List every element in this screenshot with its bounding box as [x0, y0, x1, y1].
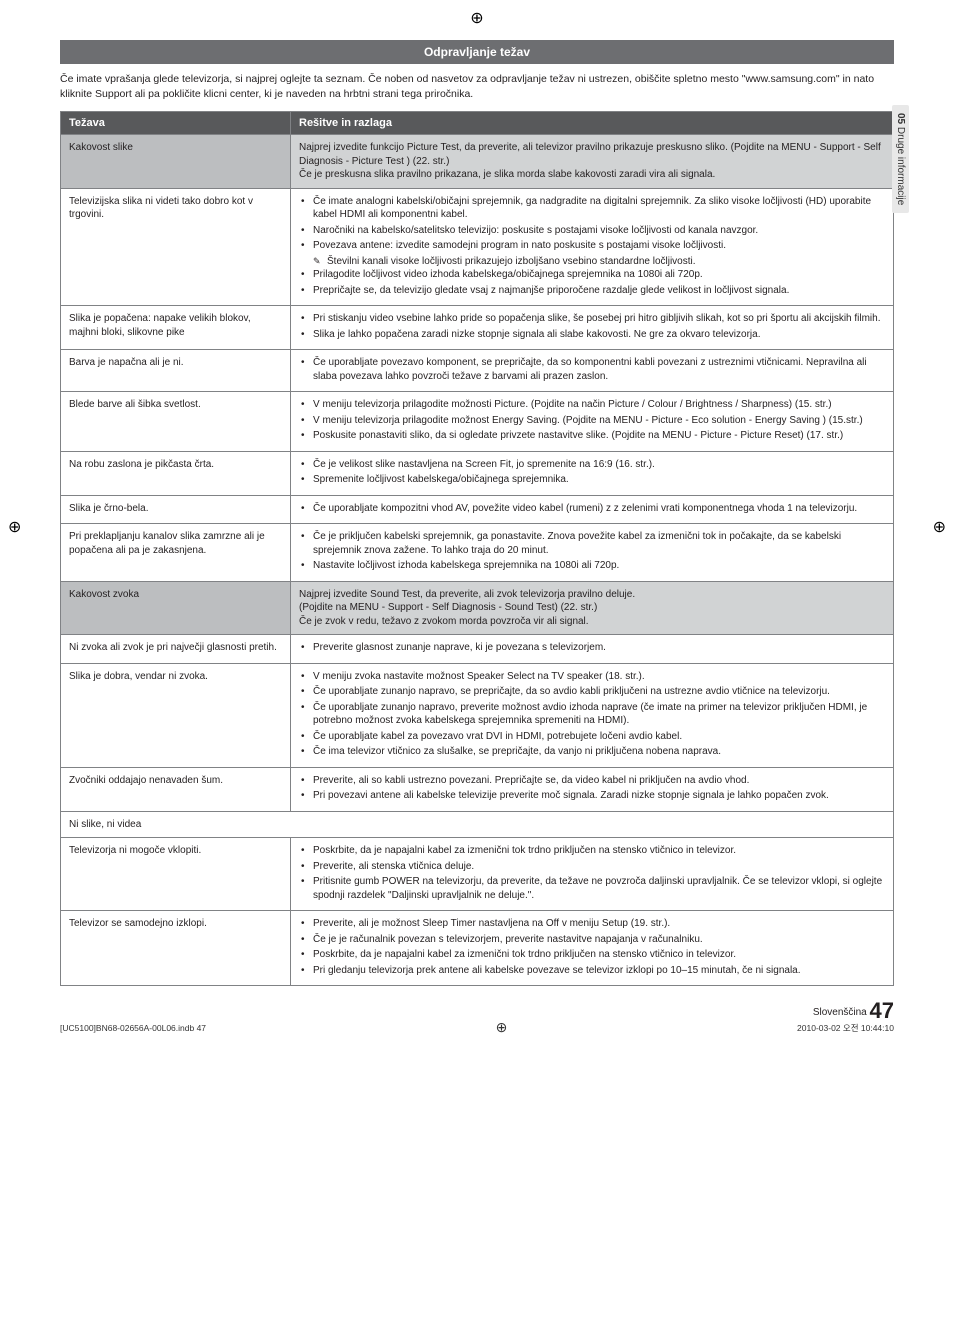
list-item: Spremenite ločljivost kabelskega/običajn… [299, 473, 885, 487]
table-row: Ni zvoka ali zvok je pri največji glasno… [61, 635, 894, 664]
list-item: Preverite, ali je možnost Sleep Timer na… [299, 917, 885, 931]
cell-problem: Barva je napačna ali je ni. [61, 350, 291, 392]
section-cell: Ni slike, ni videa [61, 811, 894, 838]
cell-problem: Televizorja ni mogoče vklopiti. [61, 838, 291, 911]
list-item: V meniju televizorja prilagodite možnost… [299, 414, 885, 428]
cell-problem: Pri preklapljanju kanalov slika zamrzne … [61, 524, 291, 582]
solution-line: Če je zvok v redu, težavo z zvokom morda… [299, 615, 885, 629]
list-item: Če je velikost slike nastavljena na Scre… [299, 458, 885, 472]
list-item: Naročniki na kabelsko/satelitsko televiz… [299, 224, 885, 238]
crop-mark-right: ⊕ [933, 517, 946, 537]
table-row: Slika je dobra, vendar ni zvoka. V menij… [61, 663, 894, 767]
intro-paragraph: Če imate vprašanja glede televizorja, si… [60, 72, 894, 101]
cell-solution: Če je velikost slike nastavljena na Scre… [291, 451, 894, 495]
list-item: Poskusite ponastaviti sliko, da si ogled… [299, 429, 885, 443]
cell-problem: Slika je dobra, vendar ni zvoka. [61, 663, 291, 767]
cell-problem: Televizor se samodejno izklopi. [61, 911, 291, 986]
file-name: [UC5100]BN68-02656A-00L06.indb 47 [60, 1023, 206, 1033]
cell-solution: V meniju televizorja prilagodite možnost… [291, 392, 894, 452]
list-item: Preverite, ali stenska vtičnica deluje. [299, 860, 885, 874]
solution-line: Če je preskusna slika pravilno prikazana… [299, 168, 885, 182]
list-item: Če uporabljate kompozitni vhod AV, povež… [299, 502, 885, 516]
cell-solution: V meniju zvoka nastavite možnost Speaker… [291, 663, 894, 767]
table-row: Blede barve ali šibka svetlost. V meniju… [61, 392, 894, 452]
chapter-tab: 05 Druge informacije [892, 105, 909, 213]
chapter-number: 05 [895, 113, 906, 124]
list-item: Če uporabljate zunanjo napravo, se prepr… [299, 685, 885, 699]
list-item: Poskrbite, da je napajalni kabel za izme… [299, 844, 885, 858]
list-item: Pri povezavi antene ali kabelske televiz… [299, 789, 885, 803]
crop-mark-left: ⊕ [8, 517, 21, 537]
cell-solution: Če je priključen kabelski sprejemnik, ga… [291, 524, 894, 582]
cell-problem: Zvočniki oddajajo nenavaden šum. [61, 767, 291, 811]
cell-solution: Preverite, ali so kabli ustrezno povezan… [291, 767, 894, 811]
cell-solution: Najprej izvedite funkcijo Picture Test, … [291, 135, 894, 189]
list-item: Pritisnite gumb POWER na televizorju, da… [299, 875, 885, 902]
list-item: Prilagodite ločljivost video izhoda kabe… [299, 268, 885, 282]
solution-line: Najprej izvedite funkcijo Picture Test, … [299, 141, 885, 168]
cell-problem: Slika je črno-bela. [61, 495, 291, 524]
cell-solution: Preverite, ali je možnost Sleep Timer na… [291, 911, 894, 986]
cell-problem: Slika je popačena: napake velikih blokov… [61, 306, 291, 350]
cell-problem: Blede barve ali šibka svetlost. [61, 392, 291, 452]
solution-line: (Pojdite na MENU - Support - Self Diagno… [299, 601, 885, 615]
table-row: Kakovost zvoka Najprej izvedite Sound Te… [61, 581, 894, 635]
list-item: Povezava antene: izvedite samodejni prog… [299, 239, 885, 253]
table-row: Televizorja ni mogoče vklopiti. Poskrbit… [61, 838, 894, 911]
cell-problem: Ni zvoka ali zvok je pri največji glasno… [61, 635, 291, 664]
table-row: Slika je črno-bela. Če uporabljate kompo… [61, 495, 894, 524]
print-footer: [UC5100]BN68-02656A-00L06.indb 47 ⊕ 2010… [60, 1019, 894, 1036]
list-item: Preverite, ali so kabli ustrezno povezan… [299, 774, 885, 788]
cell-solution: Poskrbite, da je napajalni kabel za izme… [291, 838, 894, 911]
solution-line: Najprej izvedite Sound Test, da preverit… [299, 588, 885, 602]
table-row: Televizor se samodejno izklopi. Preverit… [61, 911, 894, 986]
list-item: Če je je računalnik povezan s televizorj… [299, 933, 885, 947]
list-item: Pri gledanju televizorja prek antene ali… [299, 964, 885, 978]
cell-problem: Televizijska slika ni videti tako dobro … [61, 188, 291, 306]
list-item: Če ima televizor vtičnico za slušalke, s… [299, 745, 885, 759]
section-header: Odpravljanje težav [60, 40, 894, 64]
list-item: Če uporabljate zunanjo napravo, preverit… [299, 701, 885, 728]
table-row: Barva je napačna ali je ni. Če uporablja… [61, 350, 894, 392]
cell-solution: Če imate analogni kabelski/običajni spre… [291, 188, 894, 306]
list-item: Če imate analogni kabelski/običajni spre… [299, 195, 885, 222]
table-row: Pri preklapljanju kanalov slika zamrzne … [61, 524, 894, 582]
cell-solution: Najprej izvedite Sound Test, da preverit… [291, 581, 894, 635]
table-row: Kakovost slike Najprej izvedite funkcijo… [61, 135, 894, 189]
list-item: Če uporabljate kabel za povezavo vrat DV… [299, 730, 885, 744]
list-item: Če uporabljate povezavo komponent, se pr… [299, 356, 885, 383]
list-item: Pri stiskanju video vsebine lahko pride … [299, 312, 885, 326]
list-item: Če je priključen kabelski sprejemnik, ga… [299, 530, 885, 557]
list-item: Poskrbite, da je napajalni kabel za izme… [299, 948, 885, 962]
cell-problem: Kakovost zvoka [61, 581, 291, 635]
footer-language: Slovenščina [813, 1007, 867, 1018]
col-problem: Težava [61, 112, 291, 135]
list-item: Nastavite ločljivost izhoda kabelskega s… [299, 559, 885, 573]
list-item: V meniju zvoka nastavite možnost Speaker… [299, 670, 885, 684]
print-timestamp: 2010-03-02 오전 10:44:10 [797, 1022, 894, 1034]
table-row: Televizijska slika ni videti tako dobro … [61, 188, 894, 306]
cell-solution: Če uporabljate kompozitni vhod AV, povež… [291, 495, 894, 524]
chapter-label: Druge informacije [895, 127, 906, 205]
note-line: Številni kanali visoke ločljivosti prika… [299, 255, 885, 269]
section-row: Ni slike, ni videa [61, 811, 894, 838]
list-item: Slika je lahko popačena zaradi nizke sto… [299, 328, 885, 342]
table-row: Na robu zaslona je pikčasta črta. Če je … [61, 451, 894, 495]
cell-problem: Na robu zaslona je pikčasta črta. [61, 451, 291, 495]
cell-solution: Preverite glasnost zunanje naprave, ki j… [291, 635, 894, 664]
table-row: Zvočniki oddajajo nenavaden šum. Preveri… [61, 767, 894, 811]
list-item: V meniju televizorja prilagodite možnost… [299, 398, 885, 412]
troubleshooting-table: Težava Rešitve in razlaga Kakovost slike… [60, 111, 894, 986]
crop-mark-top: ⊕ [470, 8, 483, 28]
col-solution: Rešitve in razlaga [291, 112, 894, 135]
cell-problem: Kakovost slike [61, 135, 291, 189]
list-item: Prepričajte se, da televizijo gledate vs… [299, 284, 885, 298]
list-item: Preverite glasnost zunanje naprave, ki j… [299, 641, 885, 655]
crop-mark-bottom: ⊕ [496, 1019, 508, 1036]
cell-solution: Pri stiskanju video vsebine lahko pride … [291, 306, 894, 350]
table-row: Slika je popačena: napake velikih blokov… [61, 306, 894, 350]
cell-solution: Če uporabljate povezavo komponent, se pr… [291, 350, 894, 392]
table-header-row: Težava Rešitve in razlaga [61, 112, 894, 135]
